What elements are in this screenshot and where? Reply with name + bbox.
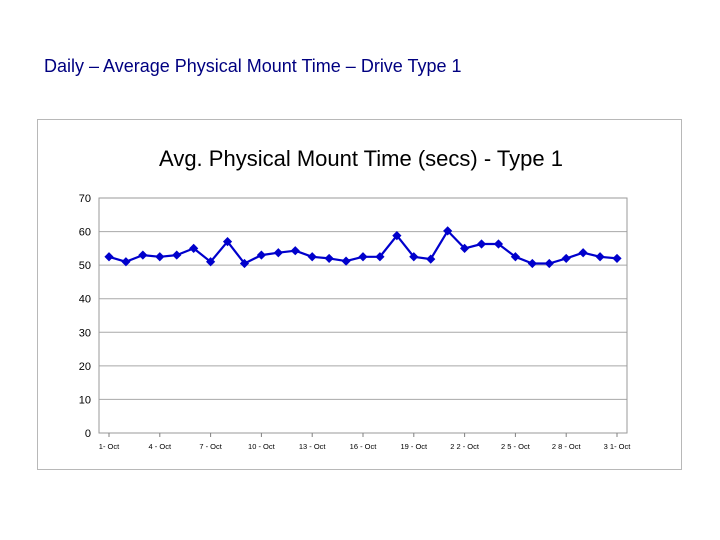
- data-point-marker: [138, 250, 148, 260]
- x-tick-label: 1- Oct: [99, 442, 120, 451]
- data-point-marker: [172, 250, 182, 260]
- data-point-marker: [155, 252, 165, 262]
- series-layer: [104, 226, 622, 269]
- y-tick-label: 40: [79, 294, 91, 306]
- data-point-marker: [612, 253, 622, 264]
- y-axis-ticks: 0 10 20 30 40 50 60 70: [79, 193, 91, 440]
- data-point-marker: [595, 252, 605, 262]
- data-point-marker: [493, 239, 504, 249]
- data-point-marker: [375, 252, 385, 262]
- data-point-marker: [544, 258, 554, 269]
- data-point-marker: [561, 253, 571, 264]
- y-tick-label: 60: [79, 227, 91, 239]
- chart-title: Avg. Physical Mount Time (secs) - Type 1: [159, 146, 563, 171]
- data-point-marker: [189, 243, 199, 253]
- data-point-marker: [273, 248, 283, 258]
- x-tick-label: 19 - Oct: [400, 442, 428, 451]
- data-point-marker: [358, 252, 368, 262]
- data-point-marker: [206, 257, 216, 267]
- data-point-marker: [290, 246, 300, 256]
- data-point-marker: [104, 252, 114, 262]
- y-tick-label: 20: [79, 361, 91, 373]
- data-point-marker: [527, 258, 537, 269]
- data-point-marker: [392, 231, 402, 241]
- y-tick-label: 0: [85, 428, 91, 440]
- x-tick-label: 10 - Oct: [248, 442, 276, 451]
- plot-area: [98, 197, 628, 434]
- x-tick-label: 2 8 - Oct: [552, 442, 582, 451]
- data-point-marker: [307, 252, 317, 262]
- data-point-marker: [121, 257, 131, 267]
- y-tick-label: 10: [79, 394, 91, 406]
- gridlines: [99, 231, 627, 400]
- data-point-marker: [476, 239, 487, 249]
- data-point-marker: [460, 243, 470, 253]
- x-axis-ticks: 1- Oct 4 - Oct 7 - Oct 10 - Oct 13 - Oct 16 -…: [99, 433, 631, 451]
- data-point-marker: [324, 253, 334, 264]
- data-point-marker: [443, 226, 453, 236]
- x-tick-label: 2 2 - Oct: [450, 442, 480, 451]
- data-point-marker: [239, 258, 250, 269]
- data-point-marker: [222, 237, 233, 247]
- x-tick-label: 3 1- Oct: [604, 442, 632, 451]
- x-tick-label: 7 - Oct: [199, 442, 222, 451]
- y-tick-label: 50: [79, 260, 91, 272]
- chart-container: Avg. Physical Mount Time (secs) - Type 1…: [37, 119, 682, 470]
- data-point-marker: [409, 252, 419, 262]
- x-tick-label: 4 - Oct: [149, 442, 172, 451]
- data-point-marker: [256, 250, 266, 260]
- x-tick-label: 13 - Oct: [299, 442, 327, 451]
- data-point-marker: [510, 252, 520, 262]
- data-point-marker: [578, 248, 588, 258]
- data-point-marker: [426, 254, 436, 264]
- x-tick-label: 16 - Oct: [350, 442, 378, 451]
- data-point-marker: [341, 256, 351, 266]
- y-tick-label: 70: [79, 193, 91, 205]
- line-chart: Avg. Physical Mount Time (secs) - Type 1…: [79, 146, 631, 451]
- x-tick-label: 2 5 - Oct: [501, 442, 531, 451]
- slide-title: Daily – Average Physical Mount Time – Dr…: [44, 56, 462, 76]
- y-tick-label: 30: [79, 327, 91, 339]
